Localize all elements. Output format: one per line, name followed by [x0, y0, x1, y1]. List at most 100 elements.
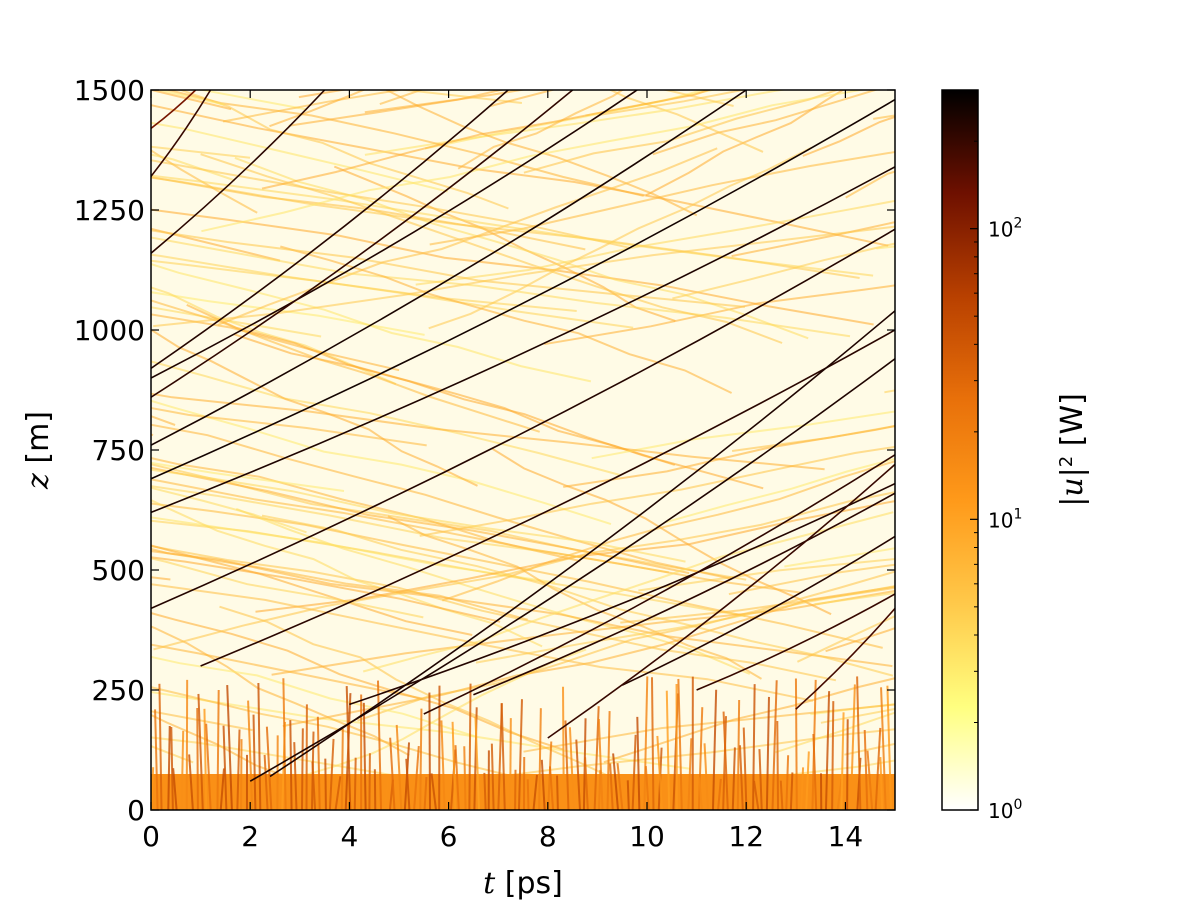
texture-filament: [151, 104, 889, 247]
x-tick-label: 4: [340, 820, 358, 853]
texture-filament: [523, 703, 895, 753]
texture-filament: [796, 615, 895, 663]
dense-filament: [172, 768, 178, 810]
texture-filament: [151, 519, 746, 618]
colorbar-label-exponent: 2: [1056, 456, 1077, 467]
dense-filament: [597, 718, 604, 810]
colorbar-label: |u|2 [W]: [1055, 393, 1090, 507]
texture-filament: [153, 491, 895, 651]
x-tick-label: 6: [440, 820, 458, 853]
trajectory-line: [151, 166, 895, 514]
colorbar-tick-label: 101: [988, 506, 1022, 532]
dense-filament: [324, 758, 327, 810]
texture-filament: [357, 570, 895, 722]
x-axis-variable: t: [483, 866, 496, 900]
dense-filament: [779, 780, 784, 810]
dense-filament: [840, 712, 845, 810]
texture-filament: [775, 711, 895, 754]
texture-filament: [151, 392, 825, 471]
texture-filament: [153, 225, 895, 328]
dense-filament: [180, 730, 185, 810]
dense-filament: [568, 727, 575, 810]
trajectory-line: [423, 454, 895, 715]
texture-filament: [664, 457, 895, 524]
dense-filament: [368, 753, 371, 810]
texture-filament: [259, 648, 587, 800]
texture-filament: [599, 90, 748, 116]
texture-filament: [884, 389, 895, 394]
dense-filament: [731, 747, 736, 810]
dense-filament: [849, 684, 856, 810]
dense-filament: [188, 754, 194, 810]
texture-filament: [429, 150, 895, 246]
texture-filament: [379, 90, 424, 106]
dense-filament: [509, 718, 512, 810]
texture-filament: [845, 170, 895, 199]
texture-filament: [222, 90, 406, 123]
trajectory-line: [200, 329, 895, 667]
dense-filament: [263, 754, 269, 810]
texture-filament: [151, 262, 592, 383]
dense-filament: [383, 776, 390, 810]
texture-filament: [151, 466, 690, 575]
dense-filament: [722, 716, 728, 810]
dense-filament: [517, 699, 523, 810]
texture-filament: [151, 399, 612, 526]
dense-filament: [395, 724, 403, 810]
x-tick-label: 0: [142, 820, 160, 853]
trajectory-line: [349, 482, 895, 706]
texture-filament: [523, 90, 840, 174]
dense-filament: [874, 727, 882, 810]
dense-filament: [345, 686, 352, 810]
texture-filament: [151, 175, 586, 251]
dense-filament: [650, 677, 655, 810]
dense-filament: [548, 766, 555, 810]
texture-filament: [844, 742, 895, 756]
texture-filament: [876, 245, 895, 250]
dense-filament: [758, 749, 763, 810]
dense-filament: [362, 702, 367, 810]
dense-filament: [703, 743, 709, 810]
dense-filament: [597, 769, 602, 810]
dense-filament: [170, 726, 174, 810]
texture-filament: [387, 515, 763, 680]
dense-filament: [856, 676, 862, 810]
x-axis-label: t [ps]: [483, 866, 563, 900]
dense-filament: [289, 720, 293, 810]
texture-filament: [731, 221, 895, 258]
dense-filament: [538, 708, 542, 810]
texture-filament: [457, 90, 625, 170]
texture-filament: [364, 90, 788, 156]
y-tick-label: 250: [92, 674, 145, 707]
trajectory-line: [473, 492, 895, 696]
dense-filament: [526, 779, 530, 810]
dense-filament: [584, 757, 589, 810]
dense-filament: [265, 726, 273, 810]
dense-filament: [226, 685, 233, 810]
trajectory-line: [151, 90, 509, 370]
dense-filament: [316, 716, 321, 810]
dense-filament: [593, 706, 600, 810]
texture-filament: [151, 485, 670, 574]
x-tick-label: 8: [539, 820, 557, 853]
dense-filament: [474, 716, 481, 810]
dense-filament: [677, 678, 683, 810]
texture-filament: [151, 655, 476, 738]
dense-filament: [500, 703, 506, 810]
dense-filament: [879, 757, 884, 810]
texture-filament: [151, 468, 686, 563]
texture-filament: [151, 313, 400, 372]
heatmap-texture: [151, 90, 895, 809]
texture-filament: [151, 516, 556, 584]
texture-filament: [151, 174, 874, 277]
dense-filament: [463, 746, 467, 810]
colorbar-ticks: 100 101 102: [970, 89, 1022, 823]
y-tick-label: 1500: [74, 74, 145, 107]
colorbar-label-unit: [W]: [1055, 393, 1090, 456]
y-axis-ticks: 0 250 500 750 1000 1250 1500: [74, 74, 895, 827]
colorbar-label-variable: |u|: [1055, 467, 1090, 507]
trajectory-line: [621, 535, 895, 686]
texture-filament: [151, 557, 424, 619]
dense-filament: [197, 693, 204, 810]
texture-filament: [151, 625, 410, 757]
